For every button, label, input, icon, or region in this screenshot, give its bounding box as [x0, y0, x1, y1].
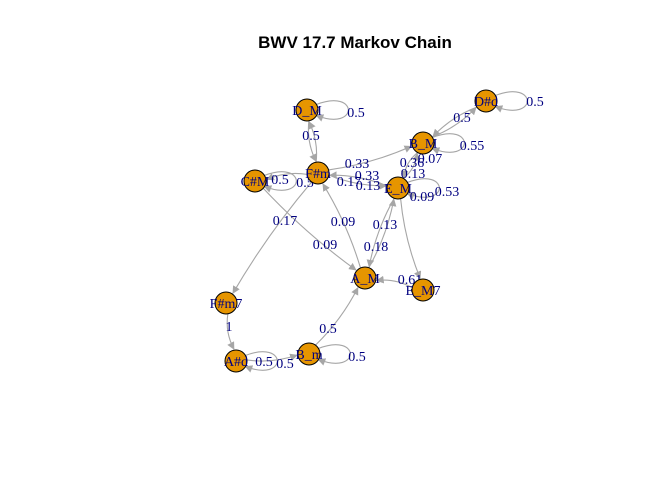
edge-E_M-to-E_M [406, 178, 440, 200]
edge-F#m-to-C#M [266, 172, 308, 181]
node-label: F#m7 [210, 297, 243, 312]
edge-label-B_M-to-B_M: 0.55 [460, 139, 485, 154]
edges-layer [226, 91, 528, 373]
node-E_M: E_M [384, 176, 413, 200]
edge-label-A_M-to-E_M: 0.18 [364, 240, 389, 255]
edge-F#m7-to-A#d [226, 313, 235, 350]
edge-F#m-to-F#m7 [232, 181, 313, 294]
edge-label-D_M-to-D_M: 0.5 [347, 106, 365, 121]
node-label: B_m [295, 348, 322, 363]
edge-label-B_M-to-D#d: 0.07 [418, 152, 443, 167]
node-circle [353, 266, 377, 290]
node-label: C#M [241, 175, 270, 190]
edge-E_M-to-F#m [329, 171, 388, 187]
edge-A_M-to-F#m [322, 183, 362, 269]
node-circle [474, 89, 498, 113]
node-circle [224, 349, 248, 373]
edge-label-B_m-to-B_m: 0.5 [348, 350, 366, 365]
node-F#m7: F#m7 [210, 291, 243, 315]
edge-label-A#d-to-A#d: 0.5 [255, 355, 273, 370]
edge-E_M7-to-A_M [375, 275, 413, 289]
edge-C#M-to-C#M [263, 171, 297, 193]
edge-label-E_M-to-F#m: 0.13 [356, 179, 381, 194]
edge-A_M-to-E_M [368, 198, 397, 268]
edge-B_M-to-D#d [431, 107, 477, 138]
edge-label-C#M-to-C#M: 0.5 [271, 173, 289, 188]
edge-C#M-to-A_M [262, 187, 357, 271]
edge-label-F#m-to-F#m7: 0.17 [273, 214, 298, 229]
edge-D_M-to-F#m [307, 120, 317, 162]
edge-D#d-to-D#d [494, 91, 528, 113]
edge-B_m-to-B_m [317, 344, 351, 366]
edge-label-F#m7-to-A#d: 1 [226, 320, 233, 335]
edge-A#d-to-A#d [244, 351, 278, 373]
edge-label-F#m-to-B_M: 0.33 [345, 157, 370, 172]
node-label: F#m [305, 167, 331, 182]
node-label: A_M [350, 272, 380, 287]
edge-label-E_M-to-E_M: 0.53 [435, 185, 460, 200]
node-label: D_M [292, 104, 322, 119]
node-circle [214, 291, 238, 315]
nodes-layer: D_M D#d B_M F#m C#M E_M A_M E_M7 F#m7 A#d B_m [210, 89, 498, 373]
node-A#d: A#d [224, 349, 248, 373]
node-circle [386, 176, 410, 200]
edge-F#m-to-D_M [308, 121, 318, 163]
chart-title: BWV 17.7 Markov Chain [258, 33, 452, 52]
node-circle [306, 161, 330, 185]
edge-labels-layer: 0.50.50.50.50.550.070.360.330.330.5 0.170… [226, 95, 544, 372]
edge-label-D_M-to-F#m: 0.5 [302, 129, 320, 144]
edge-B_M-to-B_M [431, 133, 465, 155]
edge-label-B_m-to-A_M: 0.5 [319, 322, 337, 337]
node-circle [295, 98, 319, 122]
edge-D_M-to-D_M [315, 100, 349, 122]
node-F#m: F#m [305, 161, 331, 185]
edge-label-F#m-to-D_M: 0.17 [337, 175, 362, 190]
node-label: A#d [224, 355, 248, 370]
edge-A#d-to-B_m [246, 353, 298, 362]
node-D_M: D_M [292, 98, 322, 122]
node-circle [297, 342, 321, 366]
node-B_m: B_m [295, 342, 323, 366]
edge-label-E_M-to-B_M: 0.13 [401, 167, 426, 182]
node-circle [411, 278, 435, 302]
node-E_M7: E_M7 [406, 278, 441, 302]
edge-B_m-to-A_M [315, 286, 359, 346]
edge-label-F#m-to-E_M: 0.33 [355, 169, 380, 184]
edge-F#m-to-B_M [328, 145, 413, 171]
edge-label-E_M-to-A_M: 0.13 [373, 218, 398, 233]
node-C#M: C#M [241, 169, 270, 193]
edge-label-E_M-to-E_M7: 0.09 [410, 190, 435, 205]
node-label: E_M [384, 182, 413, 197]
edge-label-D#d-to-D#d: 0.5 [526, 95, 544, 110]
edge-label-D#d-to-B_M: 0.5 [453, 111, 471, 126]
node-circle [243, 169, 267, 193]
edge-label-B_M-to-E_M: 0.36 [400, 156, 425, 171]
node-label: D#d [474, 95, 498, 110]
edge-label-A#d-to-B_m: 0.5 [276, 357, 294, 372]
node-A_M: A_M [350, 266, 380, 290]
node-circle [411, 131, 435, 155]
edge-E_M-to-E_M7 [400, 198, 422, 280]
node-B_M: B_M [409, 131, 438, 155]
edge-label-A_M-to-F#m: 0.09 [331, 215, 356, 230]
edge-E_M-to-B_M [403, 152, 421, 179]
node-label: B_M [409, 137, 438, 152]
node-label: E_M7 [406, 284, 441, 299]
node-D#d: D#d [474, 89, 498, 113]
edge-label-C#M-to-A_M: 0.09 [313, 238, 338, 253]
